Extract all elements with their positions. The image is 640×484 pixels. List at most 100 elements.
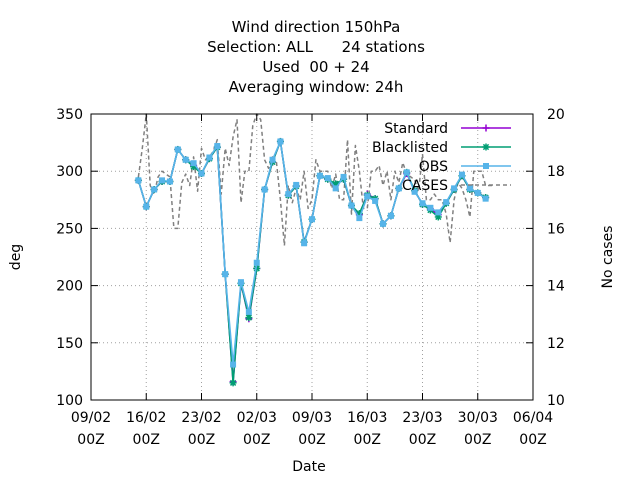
y-axis-label: deg [8,244,24,270]
data-point [483,163,489,169]
title-line: Selection: ALL 24 stations [207,38,425,56]
series-line [137,113,494,247]
data-point [206,154,213,161]
data-point [245,308,252,315]
legend-label: CASES [402,178,448,194]
data-point [482,143,490,151]
data-point [285,191,292,198]
x-axis-label: Date [292,459,325,475]
chart-title: Wind direction 150hPa Selection: ALL 24 … [207,18,425,96]
y2-axis-label: No cases [600,226,616,289]
x-tick-label: 30/03 [458,410,498,426]
x-tick-label: 00Z [354,432,381,448]
series-standard [134,137,490,386]
data-point [261,186,268,193]
data-point [443,199,450,206]
x-axis: 09/02 00Z 16/02 00Z 23/02 00Z 02/03 00Z 09/03 00Z… [71,114,553,448]
legend-label: Blacklisted [372,140,448,156]
legend-label: OBS [419,159,448,175]
y-tick-label: 150 [56,336,83,352]
data-point [151,186,158,193]
x-tick-label: 00Z [409,432,436,448]
x-tick-label: 00Z [77,432,104,448]
y-tick-label: 300 [56,164,83,180]
data-point [166,178,173,185]
data-point [230,361,237,368]
data-point [482,124,490,132]
x-tick-label: 00Z [519,432,546,448]
y2-axis: 10 12 14 16 18 20 [526,107,565,409]
x-tick-label: 16/02 [126,410,166,426]
x-tick-label: 23/02 [181,410,221,426]
x-tick-label: 02/03 [237,410,277,426]
data-point [395,185,402,192]
data-point [380,220,387,227]
data-point [222,271,229,278]
data-point [229,379,237,387]
data-point [411,188,418,195]
x-tick-label: 00Z [243,432,270,448]
y2-tick-label: 20 [547,107,565,123]
data-point [190,160,197,167]
y-tick-label: 200 [56,279,83,295]
grid [91,114,533,400]
title-line: Wind direction 150hPa [232,18,401,36]
data-point [182,156,189,163]
y2-tick-label: 12 [547,336,565,352]
data-point [269,156,276,163]
y2-tick-label: 16 [547,221,565,237]
data-point [253,259,260,266]
x-tick-label: 23/03 [402,410,442,426]
data-point [309,216,315,223]
x-tick-label: 00Z [464,432,491,448]
data-point [237,279,244,286]
series-cases [137,113,494,247]
legend-label: Standard [384,121,448,137]
x-tick-label: 00Z [298,432,325,448]
data-point [245,314,253,322]
data-point [143,203,150,210]
data-point [427,204,434,211]
title-line: Averaging window: 24h [229,78,404,96]
y-tick-label: 100 [56,393,83,409]
series-obs [135,138,489,368]
data-point [324,175,331,182]
data-point [174,146,181,153]
data-point [466,185,473,192]
y-tick-label: 350 [56,107,83,123]
y2-tick-label: 18 [547,164,565,180]
data-point [293,181,300,188]
plot-frame [90,113,534,401]
data-point [435,209,442,216]
data-point [364,193,371,200]
data-point [458,171,465,178]
x-tick-label: 09/03 [292,410,332,426]
x-tick-label: 09/02 [71,410,111,426]
y2-tick-label: 14 [547,279,565,295]
data-point [214,143,221,150]
y-axis: 100 150 200 250 300 350 [56,107,98,409]
data-point [474,189,481,196]
title-line: Used 00 + 24 [262,58,369,76]
data-point [159,177,166,184]
data-point [387,212,394,219]
data-point [419,200,426,207]
y-tick-label: 250 [56,221,83,237]
data-point [482,195,489,202]
data-point [332,185,339,192]
x-tick-label: 00Z [133,432,160,448]
data-point [301,240,308,247]
x-tick-label: 06/04 [513,410,553,426]
data-point [277,138,284,145]
data-point [135,177,142,184]
cases-series [137,113,494,247]
data-point [356,215,363,222]
y2-tick-label: 10 [547,393,565,409]
data-point [340,173,347,180]
data-point [316,172,323,179]
data-point [198,170,205,177]
legend: Standard Blacklisted OBS CASES [372,121,511,194]
data-point [403,169,410,176]
data-series [134,137,490,387]
